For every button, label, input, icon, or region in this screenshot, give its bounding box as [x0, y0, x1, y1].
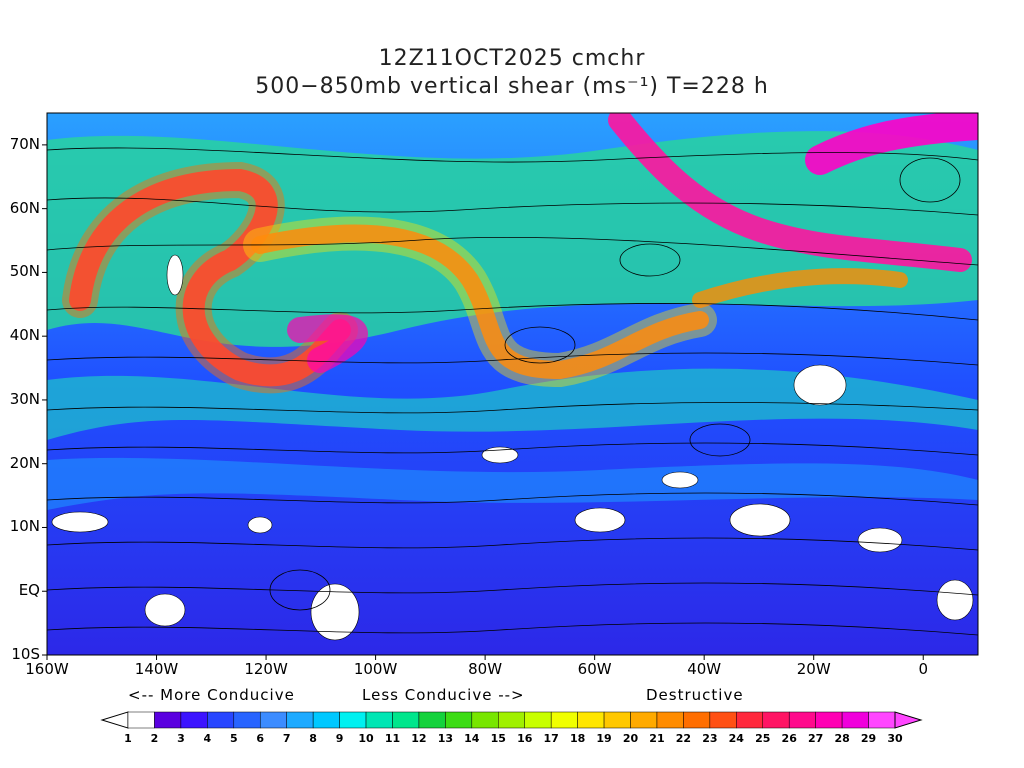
lon-label: 140W	[134, 660, 179, 678]
colorbar-label: 28	[834, 732, 850, 745]
colorbar-label: 20	[622, 732, 639, 745]
lat-label: 20N	[9, 453, 40, 472]
lat-label: 40N	[9, 326, 40, 345]
colorbar-label: 30	[887, 732, 903, 745]
colorbar-label: 5	[229, 732, 238, 745]
colorbar-label: 17	[543, 732, 559, 745]
colorbar-label: 12	[411, 732, 427, 745]
lat-label: 70N	[9, 134, 40, 153]
colorbar-label: 15	[490, 732, 506, 745]
lon-label: 0	[918, 660, 928, 678]
legend-less-conducive: Less Conducive -->	[362, 686, 525, 704]
map-frame	[46, 112, 979, 656]
colorbar-label: 2	[150, 732, 159, 745]
colorbar-label: 25	[755, 732, 771, 745]
colorbar-label: 3	[177, 732, 185, 745]
colorbar-min-arrow	[100, 711, 129, 729]
legend-more-conducive: <-- More Conducive	[128, 686, 295, 704]
colorbar-swatch	[498, 711, 525, 729]
colorbar-label: 7	[282, 732, 291, 745]
colorbar-swatch	[339, 711, 367, 729]
lon-label: 80W	[468, 660, 503, 678]
colorbar-label: 19	[596, 732, 612, 745]
colorbar-swatch	[392, 711, 420, 729]
title-line-1: 12Z11OCT2025 cmchr	[378, 46, 646, 71]
lat-label: 10N	[9, 517, 40, 536]
colorbar-label: 24	[728, 732, 744, 745]
colorbar-swatch	[815, 711, 843, 729]
colorbar-max-arrow	[894, 711, 923, 729]
colorbar-label: 13	[437, 732, 454, 745]
colorbar-swatch	[445, 711, 473, 729]
colorbar-swatch	[180, 711, 208, 729]
map-field	[47, 113, 978, 655]
colorbar-label: 4	[203, 732, 212, 745]
colorbar-label: 8	[309, 732, 317, 745]
colorbar-swatch	[841, 711, 869, 729]
colorbar-swatch	[656, 711, 684, 729]
colorbar-swatch	[471, 711, 499, 729]
colorbar	[100, 711, 923, 729]
lon-label: 160W	[25, 660, 69, 678]
lon-label: 40W	[687, 660, 722, 678]
lon-label: 20W	[796, 660, 831, 678]
colorbar-swatch	[550, 711, 578, 729]
colorbar-swatch	[683, 711, 711, 729]
lon-label: 100W	[353, 660, 398, 678]
colorbar-label: 6	[256, 732, 265, 745]
colorbar-swatch	[709, 711, 737, 729]
colorbar-swatch	[630, 711, 658, 729]
colorbar-label: 14	[464, 732, 480, 745]
colorbar-label: 9	[335, 732, 344, 745]
lat-label: 60N	[9, 198, 40, 217]
lon-label: 120W	[244, 660, 288, 678]
jet-streak-atlantic	[608, 113, 972, 272]
colorbar-label: 27	[807, 732, 824, 745]
colorbar-label: 21	[649, 732, 665, 745]
streamlines	[47, 147, 978, 636]
colorbar-label: 29	[860, 732, 877, 745]
colorbar-label: 1	[124, 732, 132, 745]
colorbar-swatch	[154, 711, 182, 729]
lon-label: 60W	[577, 660, 612, 678]
title-line-2: 500−850mb vertical shear (ms⁻¹) T=228 h	[255, 74, 769, 99]
lat-label: 30N	[9, 389, 40, 408]
colorbar-label: 10	[358, 732, 374, 745]
colorbar-swatch	[603, 711, 631, 729]
colorbar-swatch	[736, 711, 764, 729]
lat-label: EQ	[18, 581, 40, 600]
jet-streak-na	[251, 224, 709, 380]
colorbar-swatch	[788, 711, 816, 729]
colorbar-swatch	[127, 711, 155, 729]
colorbar-label: 22	[675, 732, 692, 745]
colorbar-label: 26	[781, 732, 797, 745]
lat-label: 10S	[11, 645, 40, 663]
colorbar-label: 11	[384, 732, 401, 745]
legend-destructive: Destructive	[646, 686, 744, 704]
lat-label: 50N	[9, 262, 40, 281]
axis-ticks	[42, 144, 924, 660]
jet-streak-pacific	[69, 168, 351, 387]
colorbar-swatch	[418, 711, 446, 729]
colorbar-swatch	[312, 711, 340, 729]
colorbar-swatch	[524, 711, 552, 729]
colorbar-swatch	[365, 711, 393, 729]
colorbar-swatch	[207, 711, 235, 729]
colorbar-swatch	[286, 711, 314, 729]
colorbar-swatch	[762, 711, 790, 729]
low-shear-patches	[51, 254, 974, 641]
colorbar-label: 23	[702, 732, 718, 745]
colorbar-swatch	[868, 711, 896, 729]
colorbar-swatch	[259, 711, 287, 729]
colorbar-swatch	[577, 711, 605, 729]
colorbar-label: 18	[569, 732, 586, 745]
colorbar-label: 16	[517, 732, 533, 745]
colorbar-swatch	[233, 711, 261, 729]
